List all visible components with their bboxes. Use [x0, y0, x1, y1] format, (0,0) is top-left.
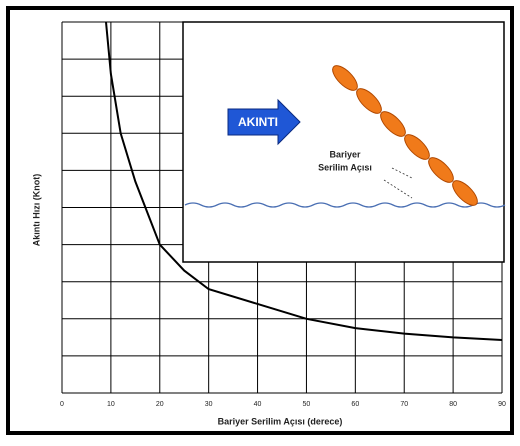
inset-box — [183, 22, 504, 262]
x-tick-label: 80 — [449, 401, 457, 408]
x-tick-label: 10 — [107, 401, 115, 408]
annotation: Serilim Açısı — [318, 162, 372, 172]
x-tick-label: 60 — [351, 401, 359, 408]
x-tick-label: 40 — [254, 401, 262, 408]
x-tick-label: 50 — [303, 401, 311, 408]
x-tick-label: 0 — [60, 401, 64, 408]
inset: AKINTI Bariyer Serilim Açısı — [183, 22, 505, 262]
x-tick-label: 90 — [498, 401, 506, 408]
x-tick-label: 20 — [156, 401, 164, 408]
x-axis-label: Bariyer Serilim Açısı (derece) — [218, 416, 343, 426]
annotation: Bariyer — [329, 149, 361, 159]
y-axis-label: Akıntı Hızı (Knot) — [31, 174, 41, 247]
chart: 0 10 20 30 40 50 60 70 80 90 Bariyer Serilim Açıs… — [0, 0, 520, 441]
arrow-label: AKINTI — [238, 115, 278, 129]
x-tick-label: 70 — [400, 401, 408, 408]
x-tick-label: 30 — [205, 401, 213, 408]
